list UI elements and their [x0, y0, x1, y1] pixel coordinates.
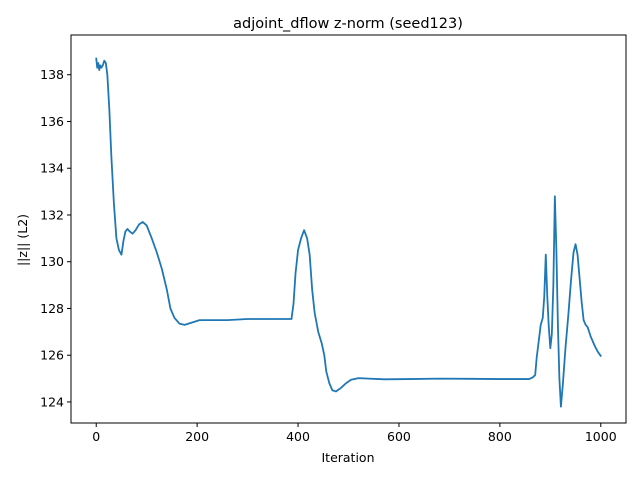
plot-frame [70, 34, 627, 424]
x-tick-label: 400 [286, 429, 310, 444]
x-tick-label: 800 [488, 429, 512, 444]
y-tick-label: 134 [40, 161, 64, 176]
x-axis-label: Iteration [321, 450, 374, 465]
series-line [95, 57, 602, 408]
y-tick-label: 132 [40, 207, 64, 222]
x-tick-label: 200 [185, 429, 209, 444]
chart-title: adjoint_dflow z-norm (seed123) [233, 16, 463, 32]
y-tick-label: 130 [40, 254, 64, 269]
y-tick-label: 136 [40, 114, 64, 129]
x-tick-label: 0 [92, 429, 100, 444]
y-axis-label: ||z|| (L2) [15, 214, 30, 266]
x-tick-label: 1000 [585, 429, 617, 444]
axis-ticks: 0 200 400 600 800 1000 124 126 128 130 132 134 136 13… [40, 67, 617, 444]
y-tick-label: 138 [40, 67, 64, 82]
y-tick-label: 124 [40, 394, 64, 409]
y-tick-label: 128 [40, 301, 64, 316]
x-tick-label: 600 [387, 429, 411, 444]
y-tick-label: 126 [40, 348, 64, 363]
